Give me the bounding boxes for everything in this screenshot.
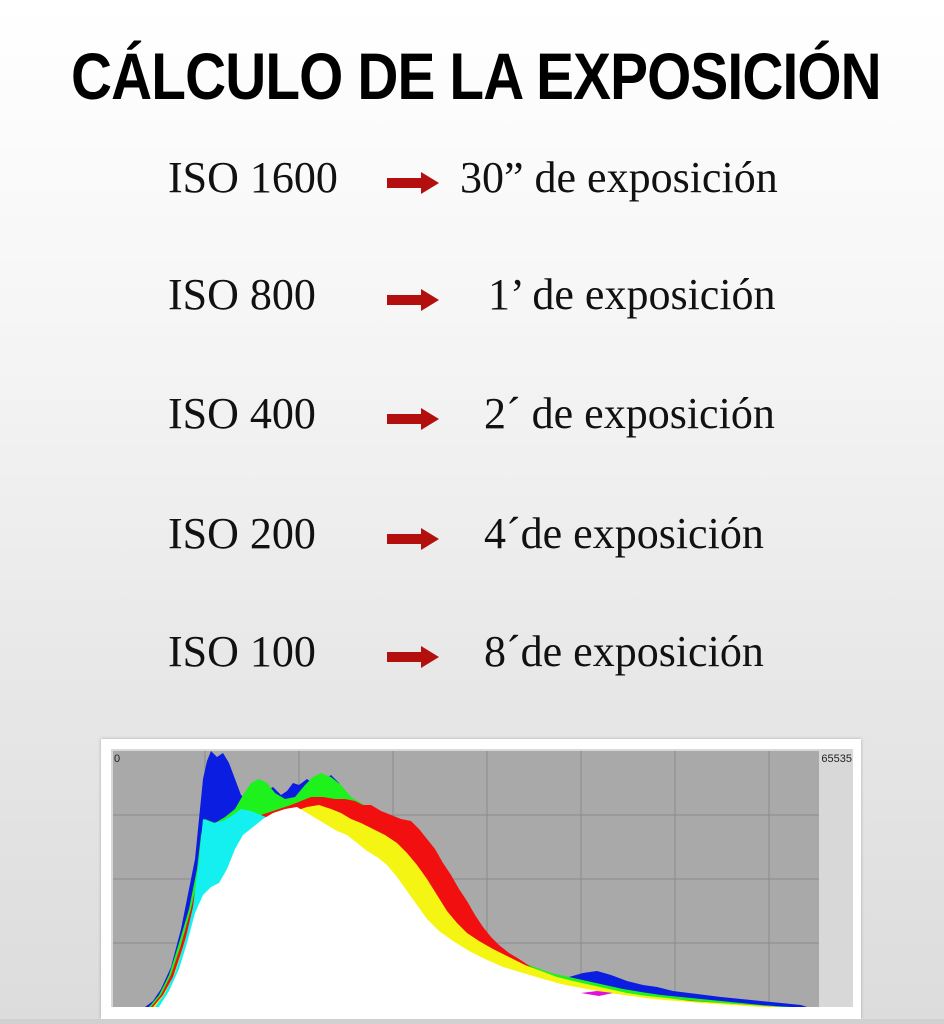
exposure-time-label: 30” de exposición: [460, 153, 778, 202]
exposure-row-iso-200: ISO 200 4´de exposición: [0, 508, 944, 578]
rgb-histogram: 0 65535: [101, 739, 861, 1019]
histogram-max-label: 65535: [821, 753, 852, 765]
iso-label: ISO 400: [168, 389, 316, 438]
exposure-time-label: 2´ de exposición: [484, 389, 775, 438]
exposure-time-label: 8´de exposición: [484, 627, 764, 676]
right-arrow-icon: [387, 646, 439, 668]
histogram-magenta-overlap: [581, 991, 613, 996]
slide-title: CÁLCULO DE LA EXPOSICIÓN: [71, 39, 882, 113]
bottom-divider: [0, 1019, 944, 1024]
exposure-row-iso-1600: ISO 1600 30” de exposición: [0, 152, 944, 222]
iso-label: ISO 800: [168, 270, 316, 319]
right-arrow-icon: [387, 408, 439, 430]
exposure-time-label: 1’ de exposición: [488, 270, 776, 319]
iso-label: ISO 100: [168, 627, 316, 676]
right-arrow-icon: [387, 289, 439, 311]
exposure-row-iso-800: ISO 800 1’ de exposición: [0, 269, 944, 339]
right-arrow-icon: [387, 528, 439, 550]
right-arrow-icon: [387, 172, 439, 194]
exposure-row-iso-100: ISO 100 8´de exposición: [0, 626, 944, 696]
iso-label: ISO 1600: [168, 153, 338, 202]
iso-label: ISO 200: [168, 509, 316, 558]
exposure-time-label: 4´de exposición: [484, 509, 764, 558]
histogram-min-label: 0: [114, 753, 120, 765]
exposure-row-iso-400: ISO 400 2´ de exposición: [0, 388, 944, 458]
histogram-white-overlap: [159, 807, 761, 1007]
histogram-graphic: 0 65535: [111, 749, 853, 1007]
